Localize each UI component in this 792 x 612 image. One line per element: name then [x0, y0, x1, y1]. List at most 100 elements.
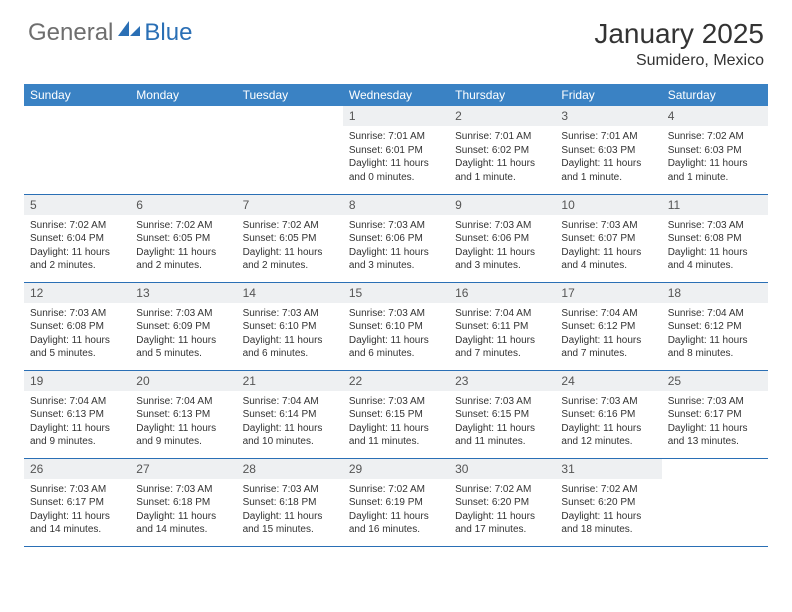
sunset-text: Sunset: 6:09 PM: [136, 320, 230, 334]
day-number-empty: [130, 106, 236, 126]
calendar-cell: [24, 106, 130, 194]
daylight-text: and 18 minutes.: [561, 523, 655, 537]
daylight-text: and 15 minutes.: [243, 523, 337, 537]
calendar-week-row: 5Sunrise: 7:02 AMSunset: 6:04 PMDaylight…: [24, 194, 768, 282]
daylight-text: and 10 minutes.: [243, 435, 337, 449]
sunrise-text: Sunrise: 7:03 AM: [561, 395, 655, 409]
day-number: 11: [662, 195, 768, 215]
calendar-cell: 15Sunrise: 7:03 AMSunset: 6:10 PMDayligh…: [343, 282, 449, 370]
sunset-text: Sunset: 6:03 PM: [561, 144, 655, 158]
sunrise-text: Sunrise: 7:02 AM: [561, 483, 655, 497]
calendar-cell: 4Sunrise: 7:02 AMSunset: 6:03 PMDaylight…: [662, 106, 768, 194]
calendar-week-row: 1Sunrise: 7:01 AMSunset: 6:01 PMDaylight…: [24, 106, 768, 194]
day-content: Sunrise: 7:04 AMSunset: 6:13 PMDaylight:…: [130, 391, 236, 453]
daylight-text: and 11 minutes.: [349, 435, 443, 449]
day-content: Sunrise: 7:03 AMSunset: 6:07 PMDaylight:…: [555, 215, 661, 277]
daylight-text: and 14 minutes.: [136, 523, 230, 537]
sunrise-text: Sunrise: 7:02 AM: [30, 219, 124, 233]
day-number: 19: [24, 371, 130, 391]
sunset-text: Sunset: 6:07 PM: [561, 232, 655, 246]
day-content: Sunrise: 7:03 AMSunset: 6:08 PMDaylight:…: [24, 303, 130, 365]
calendar-cell: 6Sunrise: 7:02 AMSunset: 6:05 PMDaylight…: [130, 194, 236, 282]
calendar-cell: 1Sunrise: 7:01 AMSunset: 6:01 PMDaylight…: [343, 106, 449, 194]
day-content: Sunrise: 7:03 AMSunset: 6:16 PMDaylight:…: [555, 391, 661, 453]
sunset-text: Sunset: 6:05 PM: [136, 232, 230, 246]
brand-logo: General Blue: [28, 18, 192, 47]
calendar-cell: 5Sunrise: 7:02 AMSunset: 6:04 PMDaylight…: [24, 194, 130, 282]
sunset-text: Sunset: 6:12 PM: [561, 320, 655, 334]
daylight-text: and 8 minutes.: [668, 347, 762, 361]
sunrise-text: Sunrise: 7:04 AM: [243, 395, 337, 409]
sunset-text: Sunset: 6:16 PM: [561, 408, 655, 422]
sunset-text: Sunset: 6:05 PM: [243, 232, 337, 246]
daylight-text: and 2 minutes.: [30, 259, 124, 273]
day-number: 10: [555, 195, 661, 215]
sunset-text: Sunset: 6:18 PM: [243, 496, 337, 510]
sunrise-text: Sunrise: 7:03 AM: [561, 219, 655, 233]
sunrise-text: Sunrise: 7:03 AM: [668, 395, 762, 409]
sunset-text: Sunset: 6:06 PM: [349, 232, 443, 246]
calendar-cell: 7Sunrise: 7:02 AMSunset: 6:05 PMDaylight…: [237, 194, 343, 282]
sunrise-text: Sunrise: 7:02 AM: [349, 483, 443, 497]
day-number: 15: [343, 283, 449, 303]
sunrise-text: Sunrise: 7:01 AM: [561, 130, 655, 144]
calendar-cell: 10Sunrise: 7:03 AMSunset: 6:07 PMDayligh…: [555, 194, 661, 282]
daylight-text: and 0 minutes.: [349, 171, 443, 185]
calendar-cell: 27Sunrise: 7:03 AMSunset: 6:18 PMDayligh…: [130, 458, 236, 546]
calendar-cell: 30Sunrise: 7:02 AMSunset: 6:20 PMDayligh…: [449, 458, 555, 546]
sunrise-text: Sunrise: 7:04 AM: [455, 307, 549, 321]
daylight-text: Daylight: 11 hours: [349, 157, 443, 171]
daylight-text: Daylight: 11 hours: [243, 334, 337, 348]
day-content: Sunrise: 7:04 AMSunset: 6:11 PMDaylight:…: [449, 303, 555, 365]
calendar-week-row: 26Sunrise: 7:03 AMSunset: 6:17 PMDayligh…: [24, 458, 768, 546]
calendar-cell: [237, 106, 343, 194]
daylight-text: and 11 minutes.: [455, 435, 549, 449]
day-content: Sunrise: 7:02 AMSunset: 6:20 PMDaylight:…: [449, 479, 555, 541]
sunset-text: Sunset: 6:20 PM: [561, 496, 655, 510]
sunset-text: Sunset: 6:10 PM: [243, 320, 337, 334]
sunrise-text: Sunrise: 7:04 AM: [668, 307, 762, 321]
day-number: 5: [24, 195, 130, 215]
calendar-cell: 21Sunrise: 7:04 AMSunset: 6:14 PMDayligh…: [237, 370, 343, 458]
daylight-text: and 1 minute.: [455, 171, 549, 185]
day-number: 21: [237, 371, 343, 391]
daylight-text: and 6 minutes.: [243, 347, 337, 361]
weekday-header: Tuesday: [237, 84, 343, 106]
day-content: Sunrise: 7:03 AMSunset: 6:15 PMDaylight:…: [343, 391, 449, 453]
day-number: 9: [449, 195, 555, 215]
weekday-header: Thursday: [449, 84, 555, 106]
daylight-text: Daylight: 11 hours: [30, 510, 124, 524]
day-content: Sunrise: 7:03 AMSunset: 6:15 PMDaylight:…: [449, 391, 555, 453]
day-content: Sunrise: 7:02 AMSunset: 6:20 PMDaylight:…: [555, 479, 661, 541]
day-number: 26: [24, 459, 130, 479]
day-content: Sunrise: 7:04 AMSunset: 6:12 PMDaylight:…: [555, 303, 661, 365]
day-number: 31: [555, 459, 661, 479]
day-number: 18: [662, 283, 768, 303]
sunrise-text: Sunrise: 7:03 AM: [136, 307, 230, 321]
daylight-text: and 5 minutes.: [136, 347, 230, 361]
calendar-cell: 16Sunrise: 7:04 AMSunset: 6:11 PMDayligh…: [449, 282, 555, 370]
daylight-text: and 2 minutes.: [243, 259, 337, 273]
day-number: 23: [449, 371, 555, 391]
daylight-text: Daylight: 11 hours: [30, 246, 124, 260]
day-number: 28: [237, 459, 343, 479]
sunset-text: Sunset: 6:17 PM: [668, 408, 762, 422]
sunrise-text: Sunrise: 7:04 AM: [136, 395, 230, 409]
daylight-text: Daylight: 11 hours: [561, 157, 655, 171]
sunrise-text: Sunrise: 7:03 AM: [243, 483, 337, 497]
brand-word2: Blue: [144, 19, 192, 47]
sunset-text: Sunset: 6:14 PM: [243, 408, 337, 422]
day-number: 16: [449, 283, 555, 303]
calendar-cell: 20Sunrise: 7:04 AMSunset: 6:13 PMDayligh…: [130, 370, 236, 458]
daylight-text: Daylight: 11 hours: [561, 334, 655, 348]
sunset-text: Sunset: 6:20 PM: [455, 496, 549, 510]
daylight-text: Daylight: 11 hours: [455, 510, 549, 524]
calendar-cell: 26Sunrise: 7:03 AMSunset: 6:17 PMDayligh…: [24, 458, 130, 546]
sunrise-text: Sunrise: 7:03 AM: [455, 219, 549, 233]
day-content: Sunrise: 7:04 AMSunset: 6:13 PMDaylight:…: [24, 391, 130, 453]
daylight-text: Daylight: 11 hours: [561, 422, 655, 436]
brand-sail-icon: [118, 18, 140, 41]
sunset-text: Sunset: 6:02 PM: [455, 144, 549, 158]
day-number: 20: [130, 371, 236, 391]
day-number-empty: [24, 106, 130, 126]
